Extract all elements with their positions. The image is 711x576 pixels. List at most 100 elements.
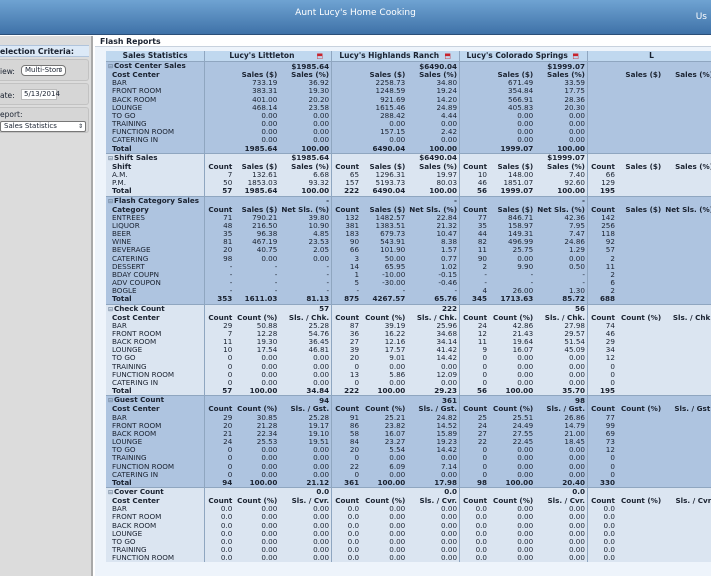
section-title[interactable]: ⊟Check Count — [106, 303, 206, 314]
collapse-icon[interactable]: ⊟ — [108, 63, 114, 70]
column-sub-header: Sales ($) — [616, 71, 664, 80]
section-header-row: ⊟Cost Center Sales $1985.64 $6490.04 $1999.… — [106, 61, 711, 72]
column-sub-header: Count — [331, 205, 362, 214]
row-label: TRAINING — [106, 362, 206, 371]
column-sub-header: Sls. / Gst. — [279, 405, 333, 414]
column-sub-header: Sls. / Chk. — [279, 313, 333, 322]
column-sub-header: Sales ($) — [361, 162, 408, 172]
cell-value: - — [204, 262, 235, 271]
cell-value: 50.88 — [234, 321, 280, 330]
cell-value — [204, 136, 235, 145]
cell-value — [616, 79, 664, 88]
cell-value — [204, 95, 235, 104]
column-sub-header: Count — [331, 313, 362, 322]
cell-value: - — [234, 287, 280, 296]
cell-value: 24.82 — [407, 413, 461, 422]
row-label: CATERING IN — [106, 136, 206, 145]
collapse-icon[interactable]: ⊟ — [108, 197, 114, 205]
cell-value: 0.00 — [535, 521, 588, 530]
column-label-row: Cost Center Count Count (%) Sls. / Gst. Coun… — [106, 405, 711, 414]
cell-value: 0.00 — [279, 554, 333, 563]
spacer-cell — [489, 152, 536, 163]
cell-value: 19.17 — [279, 421, 333, 430]
cell-value: 92.60 — [535, 179, 588, 188]
spacer-cell — [489, 486, 536, 498]
cell-value: 1615.46 — [361, 103, 408, 112]
cell-value — [616, 370, 664, 379]
spacer-cell — [616, 395, 664, 406]
cell-value: - — [279, 262, 333, 271]
cell-value: 20 — [204, 246, 235, 255]
pdf-export-icon[interactable]: ⬒ — [444, 52, 452, 60]
cell-value: 12 — [587, 446, 617, 455]
collapse-icon[interactable]: ⊟ — [108, 488, 114, 496]
cell-value: 0.00 — [361, 546, 408, 555]
table-row: TRAINING 0.0 0.00 0.00 0.0 0.00 0.00 0.0 0.00 0.0… — [106, 546, 711, 555]
section-title[interactable]: ⊟Guest Count — [106, 395, 206, 406]
collapse-icon[interactable]: ⊟ — [108, 154, 114, 162]
cell-value: 22.34 — [234, 429, 280, 439]
cell-value: 0 — [331, 378, 362, 388]
cell-value: 0.00 — [279, 254, 333, 263]
pdf-export-icon[interactable]: ⬒ — [316, 52, 324, 60]
cell-value: - — [459, 279, 490, 288]
cell-value: 0.0 — [204, 554, 235, 563]
section-title[interactable]: ⊟Flash Category Sales — [106, 195, 206, 206]
cell-value: 0.0 — [587, 521, 617, 530]
section-title[interactable]: ⊟Shift Sales — [106, 152, 206, 163]
cell-value: 56 — [459, 187, 490, 196]
column-sub-header: Count — [204, 205, 235, 214]
cell-value — [459, 136, 490, 145]
cell-value: 0.0 — [459, 546, 490, 555]
spacer-cell — [331, 395, 362, 406]
cell-value: 2.05 — [279, 246, 333, 255]
section-summary-value — [663, 395, 711, 406]
spacer-cell — [616, 195, 664, 206]
row-label: TO GO — [106, 354, 206, 363]
report-select[interactable]: Sales Statistics ⇕ — [0, 121, 86, 132]
cell-value: 25.75 — [489, 246, 536, 255]
cell-value: 41.42 — [407, 346, 461, 355]
section-summary-value: $1999.07 — [535, 152, 588, 163]
cell-value: 42.86 — [489, 321, 536, 330]
cell-value: 0.00 — [535, 370, 588, 379]
pdf-export-icon[interactable]: ⬒ — [572, 52, 579, 60]
cell-value: 11 — [587, 262, 617, 271]
spacer-cell — [587, 195, 617, 206]
cell-value: 132.61 — [234, 171, 280, 180]
cell-value: 921.69 — [361, 95, 408, 104]
cell-value: 25 — [459, 413, 490, 422]
spacer-cell — [587, 486, 617, 498]
cell-value: -30.00 — [361, 279, 408, 288]
collapse-icon[interactable]: ⊟ — [108, 397, 114, 405]
cell-value: 16.22 — [361, 330, 408, 339]
collapse-icon[interactable]: ⊟ — [108, 305, 114, 313]
cell-value: 7.14 — [407, 462, 461, 471]
cell-value: 0.0 — [331, 529, 362, 538]
cell-value: 20.30 — [535, 103, 588, 112]
spacer-cell — [459, 152, 490, 163]
section-title[interactable]: ⊟Cover Count — [106, 486, 206, 498]
section-summary-value: 57 — [279, 303, 333, 314]
spacer-cell — [587, 303, 617, 314]
cell-value: 671.49 — [489, 79, 536, 88]
date-input[interactable]: 5/13/2014 — [21, 89, 60, 100]
cell-value: 383.31 — [234, 87, 280, 96]
cell-value — [616, 279, 664, 288]
view-select[interactable]: Multi-Ston ⇕ — [21, 65, 66, 76]
cell-value: 24 — [459, 321, 490, 330]
cell-value — [616, 254, 664, 263]
cell-value: 0.00 — [279, 537, 333, 547]
cell-value: 21 — [204, 429, 235, 439]
table-row: LIQUOR 48 216.50 10.90 381 1383.51 21.32 35 158.… — [106, 221, 711, 231]
cell-value: 353 — [204, 295, 235, 305]
cell-value: 1985.64 — [234, 144, 280, 154]
section-title[interactable]: ⊟Cost Center Sales — [106, 61, 206, 72]
column-sub-header: Sales ($) — [489, 71, 536, 80]
user-menu[interactable]: Us — [695, 12, 707, 22]
cell-value — [663, 213, 711, 222]
column-sub-header: Sales ($) — [234, 71, 280, 80]
cell-value — [663, 378, 711, 388]
cell-value: 0.00 — [361, 537, 408, 547]
cell-value: 0.00 — [234, 362, 280, 371]
